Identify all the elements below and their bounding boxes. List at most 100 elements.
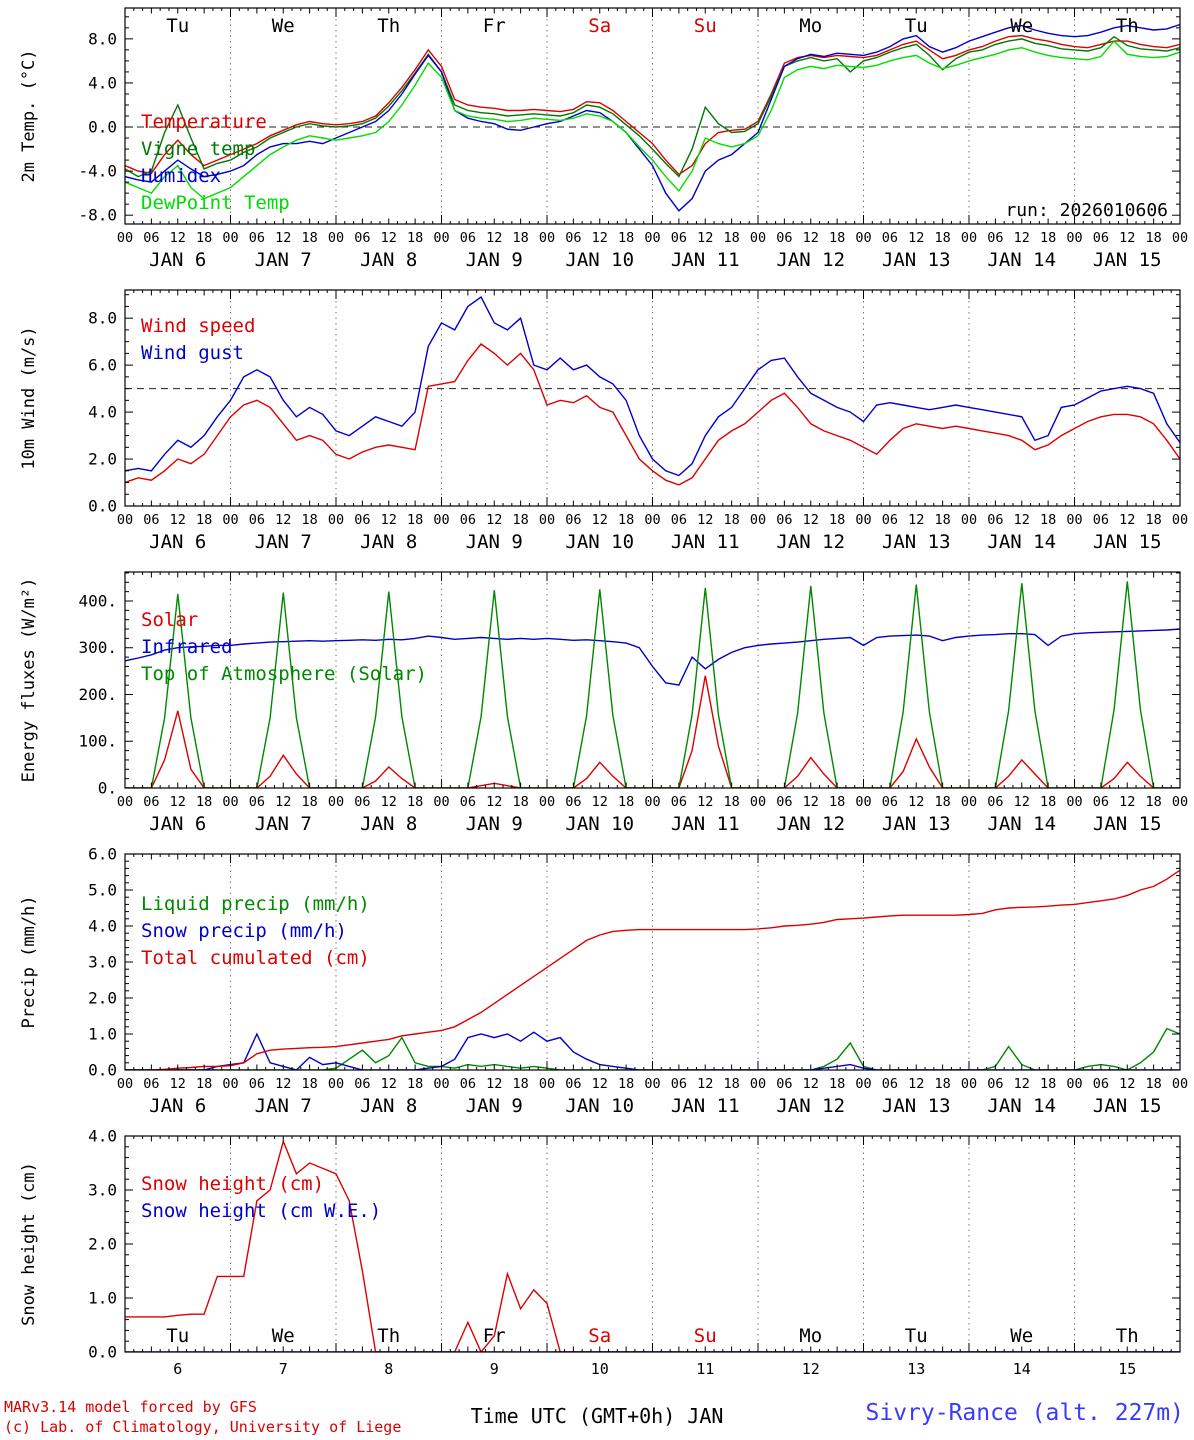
svg-text:06: 06 [143, 1076, 159, 1092]
svg-text:JAN 11: JAN 11 [671, 1095, 740, 1117]
svg-text:8.0: 8.0 [88, 309, 117, 328]
y-tick-labels: 400. 300. 200. 100. 0. [78, 591, 117, 797]
svg-text:12: 12 [275, 230, 291, 246]
svg-text:12: 12 [486, 1076, 502, 1092]
svg-text:12: 12 [592, 794, 608, 810]
svg-text:JAN 11: JAN 11 [671, 813, 740, 835]
svg-text:00: 00 [961, 230, 977, 246]
svg-text:00: 00 [1172, 1076, 1188, 1092]
svg-text:18: 18 [512, 512, 528, 528]
svg-text:06: 06 [987, 230, 1003, 246]
svg-text:18: 18 [301, 230, 317, 246]
series-temperature [125, 34, 1180, 176]
svg-text:JAN 7: JAN 7 [255, 249, 312, 271]
panel-wind: 8.0 6.0 4.0 2.0 0.0 00 06 12 18 00 06 12 18 00 06 12 18 0… [0, 282, 1194, 564]
series-group [125, 869, 1180, 1070]
svg-text:Th: Th [1116, 15, 1139, 37]
y-tick-labels: 4.0 3.0 2.0 1.0 0.0 [88, 1128, 117, 1362]
svg-text:3.0: 3.0 [88, 1181, 117, 1200]
svg-text:06: 06 [565, 1076, 581, 1092]
svg-text:06: 06 [460, 794, 476, 810]
svg-text:JAN 8: JAN 8 [360, 249, 417, 271]
legend-item-top-of-atmosphere-solar: Top of Atmosphere (Solar) [141, 663, 427, 685]
svg-text:We: We [272, 1325, 295, 1347]
svg-text:Sa: Sa [588, 15, 611, 37]
svg-text:06: 06 [460, 230, 476, 246]
svg-text:12: 12 [908, 794, 924, 810]
svg-text:06: 06 [1093, 512, 1109, 528]
svg-text:06: 06 [671, 1076, 687, 1092]
station-label: Sivry-Rance (alt. 227m) [865, 1400, 1185, 1426]
svg-text:12: 12 [1119, 230, 1135, 246]
legend-item-total-cumulated-cm: Total cumulated (cm) [141, 947, 370, 969]
weekday-labels: Tu We Th Fr Sa Su Mo Tu We Th [166, 1325, 1138, 1347]
plot-border [124, 289, 1181, 507]
svg-text:12: 12 [592, 512, 608, 528]
svg-text:00: 00 [433, 794, 449, 810]
svg-text:JAN 9: JAN 9 [466, 1095, 523, 1117]
svg-text:6: 6 [173, 1360, 182, 1378]
series-solar [125, 675, 1180, 788]
svg-text:12: 12 [908, 512, 924, 528]
credit-line-1: MARv3.14 model forced by GFS [4, 1397, 257, 1416]
svg-text:00: 00 [644, 794, 660, 810]
svg-text:00: 00 [539, 230, 555, 246]
svg-text:JAN 14: JAN 14 [987, 531, 1056, 553]
svg-text:18: 18 [1040, 1076, 1056, 1092]
svg-text:00: 00 [855, 794, 871, 810]
svg-text:06: 06 [776, 230, 792, 246]
svg-text:06: 06 [143, 794, 159, 810]
svg-text:06: 06 [354, 1076, 370, 1092]
hour-labels: 00 06 12 18 00 06 12 18 00 06 12 18 00 06 12 18 00 06 12 18… [117, 1076, 1188, 1092]
series-wind-speed [125, 343, 1180, 486]
svg-text:06: 06 [1093, 230, 1109, 246]
svg-text:2.0: 2.0 [88, 1235, 117, 1254]
series-group [125, 1139, 1180, 1352]
svg-text:3.0: 3.0 [88, 953, 117, 972]
svg-text:JAN 15: JAN 15 [1093, 531, 1162, 553]
svg-text:12: 12 [170, 1076, 186, 1092]
svg-text:06: 06 [671, 230, 687, 246]
date-labels: JAN 6 JAN 7 JAN 8 JAN 9 JAN 10 JAN 11 JAN 12 JA… [149, 1095, 1161, 1117]
svg-text:12: 12 [486, 794, 502, 810]
svg-text:06: 06 [882, 512, 898, 528]
svg-text:18: 18 [618, 512, 634, 528]
svg-text:JAN 10: JAN 10 [565, 1095, 634, 1117]
svg-text:18: 18 [407, 1076, 423, 1092]
svg-text:JAN 7: JAN 7 [255, 813, 312, 835]
date-labels: JAN 6 JAN 7 JAN 8 JAN 9 JAN 10 JAN 11 JAN 12 JA… [149, 249, 1161, 271]
svg-text:18: 18 [1145, 1076, 1161, 1092]
svg-text:00: 00 [1066, 1076, 1082, 1092]
svg-text:18: 18 [1040, 794, 1056, 810]
svg-text:00: 00 [855, 1076, 871, 1092]
svg-text:00: 00 [644, 1076, 660, 1092]
svg-text:We: We [1010, 15, 1033, 37]
series-humidex [125, 23, 1180, 212]
svg-text:8: 8 [384, 1360, 393, 1378]
svg-text:18: 18 [407, 230, 423, 246]
svg-text:JAN 15: JAN 15 [1093, 813, 1162, 835]
svg-text:18: 18 [512, 794, 528, 810]
svg-text:06: 06 [987, 794, 1003, 810]
y-axis-title: Snow height (cm) [19, 1162, 39, 1326]
svg-text:06: 06 [987, 512, 1003, 528]
svg-text:12: 12 [1014, 512, 1030, 528]
svg-text:12: 12 [592, 230, 608, 246]
svg-text:06: 06 [565, 794, 581, 810]
footer: MARv3.14 model forced by GFS (c) Lab. of… [0, 1396, 1194, 1440]
svg-text:12: 12 [803, 1076, 819, 1092]
legend-item-snow-precip-mm-h: Snow precip (mm/h) [141, 920, 347, 942]
svg-text:12: 12 [908, 1076, 924, 1092]
svg-text:00: 00 [328, 1076, 344, 1092]
credit-line-2: (c) Lab. of Climatology, University of L… [4, 1417, 402, 1436]
time-axis-title: Time UTC (GMT+0h) JAN [470, 1404, 724, 1428]
svg-text:00: 00 [1066, 512, 1082, 528]
svg-text:JAN 9: JAN 9 [466, 531, 523, 553]
temperature-chart: 8.04.00.0-4.0-8.000 06 12 18 00 06 12 18 00 06 12 1… [19, 7, 1188, 271]
svg-text:Mo: Mo [799, 15, 822, 37]
y-tick-labels: 8.0 4.0 0.0 -4.0 -8.0 [78, 29, 117, 224]
svg-text:12: 12 [592, 1076, 608, 1092]
svg-text:18: 18 [618, 794, 634, 810]
legend: Liquid precip (mm/h) Snow precip (mm/h) To… [141, 893, 370, 969]
svg-text:300.: 300. [78, 638, 117, 657]
